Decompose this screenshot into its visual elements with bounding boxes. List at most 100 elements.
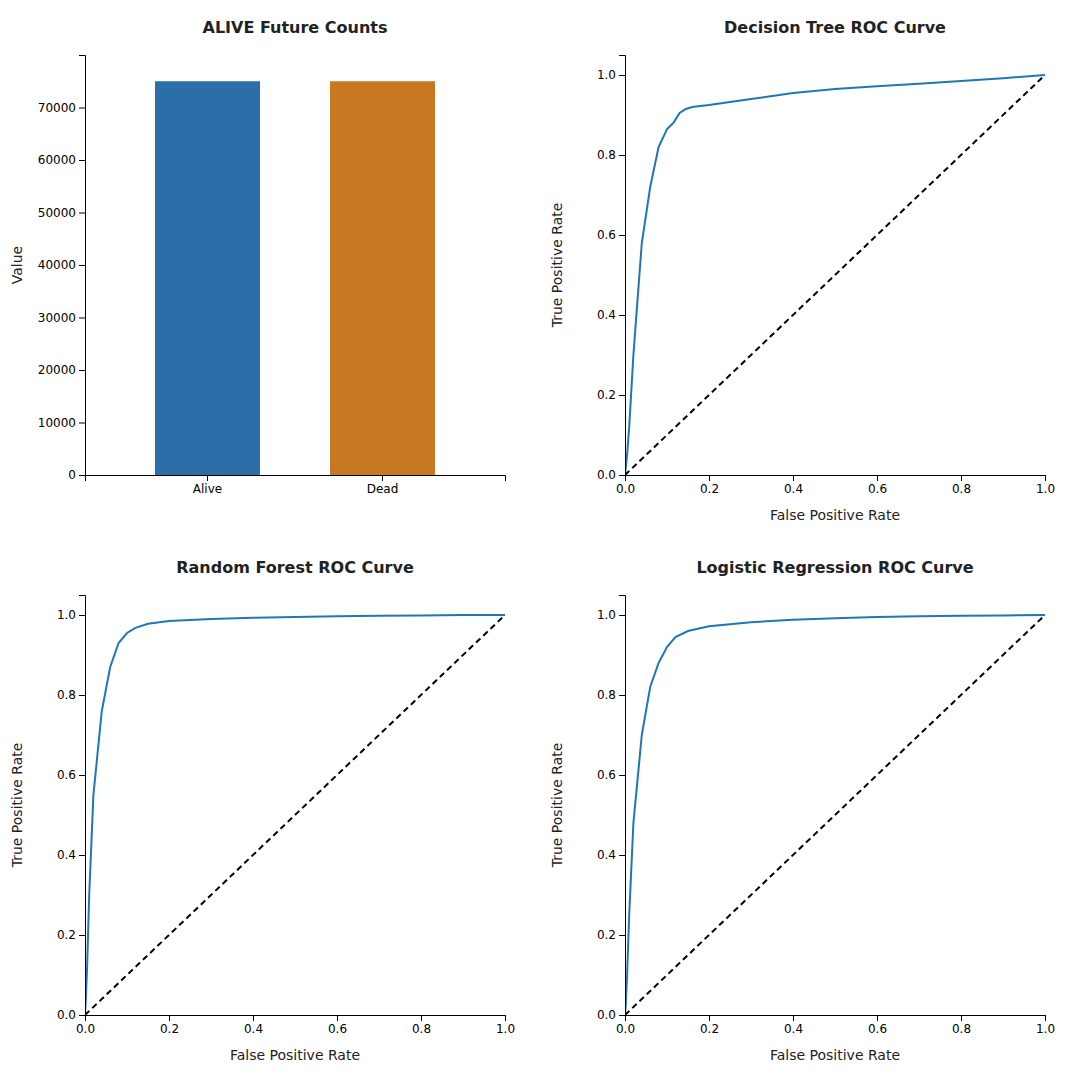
line (85, 615, 505, 1015)
tick: 0.0 (597, 1008, 625, 1022)
tick-mark (961, 475, 962, 481)
tick: 0.2 (57, 928, 85, 942)
tick-label: 10000 (38, 416, 76, 430)
tick-mark (619, 1015, 625, 1016)
tick-label: 0.4 (784, 482, 803, 496)
x-axis-title: False Positive Rate (770, 507, 900, 523)
tick-mark (79, 423, 85, 424)
x-axis: Alive Dead (86, 475, 506, 496)
tick-label: 0.0 (76, 1022, 95, 1036)
tick-mark (79, 775, 85, 776)
tick: 0.0 (76, 1015, 95, 1036)
tick: 0.6 (328, 1015, 347, 1036)
tick: 0.2 (700, 475, 719, 496)
tick-mark (877, 475, 878, 481)
title: Random Forest ROC Curve (176, 558, 414, 577)
tick: 0.0 (616, 1015, 635, 1036)
tick-mark (877, 1015, 878, 1021)
tick: 30000 (38, 311, 85, 325)
tick: 10000 (38, 416, 85, 430)
tick: 0.2 (160, 1015, 179, 1036)
tick: 40000 (38, 258, 85, 272)
tick-mark (79, 935, 85, 936)
y-axis-title: True Positive Rate (9, 743, 25, 869)
tick: Dead (367, 475, 399, 496)
background (0, 0, 1080, 1080)
axis-line (86, 476, 506, 482)
tick-mark (79, 855, 85, 856)
tick-label: 60000 (38, 153, 76, 167)
y-axis: 0.00.20.40.60.81.0 (57, 596, 86, 1023)
tick-label: 0.6 (597, 228, 616, 242)
tick-label: 0.2 (700, 482, 719, 496)
tick-mark (709, 1015, 710, 1021)
line (625, 615, 1045, 1015)
panel: 0.00.20.40.60.81.00.00.20.40.60.81.0Deci… (549, 18, 1055, 523)
plot-area (85, 615, 505, 1015)
tick-label: 1.0 (1036, 482, 1055, 496)
tick-mark (382, 475, 383, 481)
y-axis: 010000200003000040000500006000070000 (38, 56, 86, 483)
tick: 0.4 (597, 308, 625, 322)
y-axis-title: Value (9, 246, 25, 284)
tick: 20000 (38, 363, 85, 377)
tick: 1.0 (597, 608, 625, 622)
tick-label: 0.0 (597, 1008, 616, 1022)
tick: 1.0 (57, 608, 85, 622)
tick-mark (619, 315, 625, 316)
tick: 0.6 (597, 228, 625, 242)
tick: 60000 (38, 153, 85, 167)
tick-mark (619, 75, 625, 76)
line (625, 615, 1045, 1015)
tick: Alive (193, 475, 222, 496)
tick: 0.8 (952, 1015, 971, 1036)
y-axis-title: True Positive Rate (549, 203, 565, 329)
plot-area (625, 75, 1045, 475)
tick-mark (337, 1015, 338, 1021)
tick: 0.4 (784, 475, 803, 496)
tick-label: 0.6 (868, 1022, 887, 1036)
tick-mark (619, 855, 625, 856)
tick-mark (1045, 1015, 1046, 1021)
axis-line (86, 1016, 506, 1022)
tick-label: 1.0 (57, 608, 76, 622)
tick-label: 0.4 (597, 848, 616, 862)
tick-label: 0.8 (597, 148, 616, 162)
tick: 1.0 (597, 68, 625, 82)
tick-mark (79, 318, 85, 319)
tick: 0.8 (952, 475, 971, 496)
title: ALIVE Future Counts (203, 18, 388, 37)
tick-mark (709, 475, 710, 481)
tick-label: 0.4 (57, 848, 76, 862)
tick-label: 40000 (38, 258, 76, 272)
tick-label: 0.0 (597, 468, 616, 482)
tick: 0.2 (597, 388, 625, 402)
tick-mark (619, 775, 625, 776)
x-axis-title: False Positive Rate (770, 1047, 900, 1063)
tick: 0 (68, 468, 85, 482)
tick: 0.4 (244, 1015, 263, 1036)
figure: 010000200003000040000500006000070000Aliv… (0, 0, 1080, 1080)
axis-line (619, 56, 626, 476)
tick-label: 1.0 (1036, 1022, 1055, 1036)
tick: 0.0 (616, 475, 635, 496)
axis-line (626, 1016, 1046, 1022)
tick-label: 0.0 (616, 1022, 635, 1036)
tick-label: 0.6 (597, 768, 616, 782)
tick-label: 0.8 (412, 1022, 431, 1036)
tick: 1.0 (496, 1015, 515, 1036)
tick-label: 20000 (38, 363, 76, 377)
y-axis: 0.00.20.40.60.81.0 (597, 596, 626, 1023)
tick: 70000 (38, 101, 85, 115)
tick: 0.8 (597, 148, 625, 162)
axis-line (619, 596, 626, 1016)
tick-label: 0.8 (952, 1022, 971, 1036)
tick-label: 0 (68, 468, 76, 482)
x-axis: 0.00.20.40.60.81.0 (616, 475, 1055, 496)
tick-label: 0.2 (700, 1022, 719, 1036)
x-axis: 0.0 0.2 0.4 0.6 0.8 1.0 (76, 1015, 515, 1036)
tick-mark (79, 108, 85, 109)
tick-mark (421, 1015, 422, 1021)
tick-label: 0.0 (57, 1008, 76, 1022)
line (625, 75, 1045, 475)
